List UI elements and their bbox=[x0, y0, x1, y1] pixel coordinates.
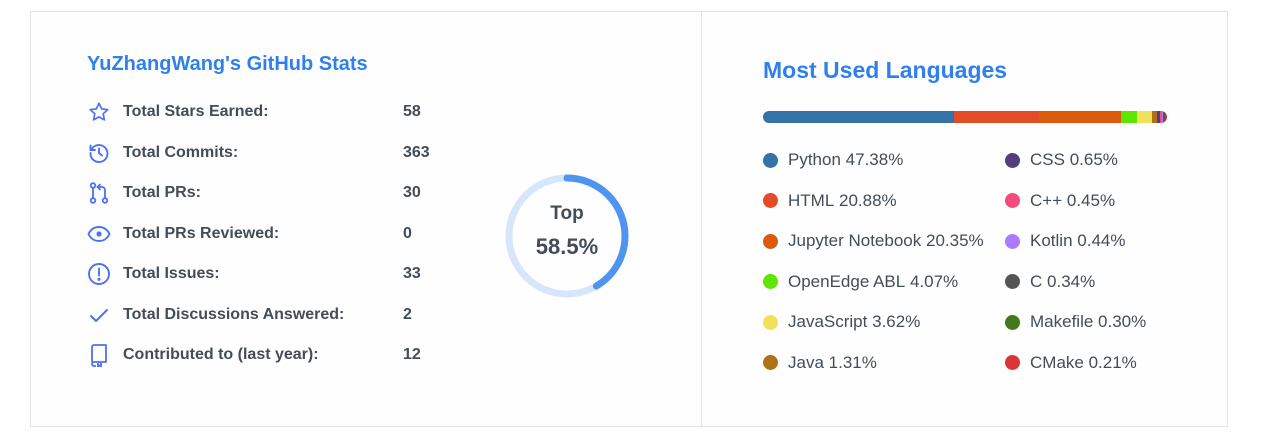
language-color-dot bbox=[1005, 152, 1020, 168]
language-legend-item: OpenEdge ABL 4.07% bbox=[763, 272, 958, 292]
language-legend-item: C++ 0.45% bbox=[1005, 191, 1115, 211]
language-color-dot bbox=[763, 314, 778, 330]
language-color-dot bbox=[1005, 274, 1020, 289]
repo-icon bbox=[87, 343, 111, 367]
rank-circle: Top 58.5% bbox=[503, 172, 631, 300]
language-percent: 1.31% bbox=[828, 352, 877, 372]
stat-row-stars: Total Stars Earned: 58 bbox=[87, 99, 421, 125]
language-color-dot bbox=[1005, 314, 1020, 330]
stat-label: Total PRs Reviewed: bbox=[123, 225, 280, 242]
language-color-dot bbox=[763, 193, 778, 208]
eye-icon bbox=[87, 222, 111, 246]
language-legend-item: Jupyter Notebook 20.35% bbox=[763, 231, 984, 251]
language-legend-item: HTML 20.88% bbox=[763, 191, 897, 211]
language-percent: 0.45% bbox=[1066, 190, 1116, 210]
language-color-dot bbox=[1005, 233, 1020, 249]
language-legend-item: C 0.34% bbox=[1005, 272, 1095, 292]
stat-value: 2 bbox=[403, 306, 412, 323]
language-legend-item: Java 1.31% bbox=[763, 353, 877, 373]
language-bar-segment bbox=[1152, 111, 1158, 123]
language-color-dot bbox=[763, 233, 778, 249]
language-percent: 0.21% bbox=[1088, 352, 1137, 372]
language-name: C++ bbox=[1030, 190, 1063, 210]
issue-icon bbox=[87, 262, 111, 286]
language-color-dot bbox=[1005, 355, 1020, 370]
language-legend-item: Kotlin 0.44% bbox=[1005, 231, 1125, 251]
stat-row-issues: Total Issues: 33 bbox=[87, 261, 421, 287]
language-color-dot bbox=[1005, 193, 1020, 208]
language-legend-item: Python 47.38% bbox=[763, 150, 903, 170]
stat-row-commits: Total Commits: 363 bbox=[87, 140, 430, 166]
language-bar-segment bbox=[763, 111, 955, 123]
language-legend-item: JavaScript 3.62% bbox=[763, 312, 920, 332]
language-name: HTML bbox=[788, 190, 835, 210]
language-percent: 20.88% bbox=[839, 190, 897, 210]
language-name: JavaScript bbox=[788, 312, 868, 331]
stat-row-prs: Total PRs: 30 bbox=[87, 180, 421, 206]
language-name: CMake bbox=[1030, 352, 1084, 372]
stat-row-contributed: Contributed to (last year): 12 bbox=[87, 342, 421, 368]
language-name: C bbox=[1030, 271, 1043, 291]
language-percent: 3.62% bbox=[872, 312, 921, 331]
language-percent: 20.35% bbox=[925, 231, 984, 250]
stat-label: Contributed to (last year): bbox=[123, 346, 319, 363]
language-bar-segment bbox=[1038, 111, 1121, 123]
language-bar-segment bbox=[1166, 111, 1167, 123]
language-bar-segment bbox=[1157, 111, 1160, 123]
rank-progress-ring bbox=[505, 174, 629, 298]
stat-label: Total Discussions Answered: bbox=[123, 306, 345, 323]
language-name: Kotlin bbox=[1030, 231, 1073, 250]
stat-value: 0 bbox=[403, 225, 412, 242]
language-name: Python bbox=[788, 150, 841, 169]
language-percent: 0.34% bbox=[1047, 271, 1096, 291]
language-legend-item: CSS 0.65% bbox=[1005, 150, 1118, 170]
language-name: OpenEdge ABL bbox=[788, 271, 906, 291]
stat-row-prs-reviewed: Total PRs Reviewed: 0 bbox=[87, 221, 412, 247]
github-stats-card: YuZhangWang's GitHub Stats Total Stars E… bbox=[30, 11, 702, 427]
stat-value: 33 bbox=[403, 265, 421, 282]
language-bar-segment bbox=[1164, 111, 1167, 123]
rank-label: Top bbox=[550, 203, 584, 224]
language-name: CSS bbox=[1030, 150, 1065, 169]
languages-title: Most Used Languages bbox=[763, 57, 1008, 83]
language-bar-segment bbox=[1161, 111, 1164, 123]
languages-card: Most Used Languages Python 47.38% HTML 20… bbox=[701, 11, 1228, 427]
stat-value: 363 bbox=[403, 144, 430, 161]
stat-label: Total Issues: bbox=[123, 265, 220, 282]
language-bar-segment bbox=[1159, 111, 1162, 123]
language-legend-item: Makefile 0.30% bbox=[1005, 312, 1146, 332]
stat-row-discussions: Total Discussions Answered: 2 bbox=[87, 302, 412, 328]
rank-value: 58.5% bbox=[535, 234, 599, 259]
language-percent: 47.38% bbox=[845, 150, 904, 169]
language-name: Makefile bbox=[1030, 312, 1094, 331]
language-bar-segment bbox=[1120, 111, 1138, 123]
stat-label: Total Stars Earned: bbox=[123, 103, 269, 120]
language-color-dot bbox=[763, 355, 778, 370]
language-percent: 4.07% bbox=[909, 271, 959, 291]
language-bar-segment bbox=[954, 111, 1039, 123]
history-icon bbox=[87, 141, 111, 165]
stat-label: Total PRs: bbox=[123, 184, 201, 201]
language-legend-item: CMake 0.21% bbox=[1005, 353, 1137, 373]
stat-label: Total Commits: bbox=[123, 144, 239, 161]
language-percent: 0.44% bbox=[1077, 231, 1126, 250]
language-percent: 0.30% bbox=[1098, 312, 1147, 331]
language-progress-bar bbox=[763, 111, 1167, 123]
language-bar-segment bbox=[1137, 111, 1152, 123]
star-icon bbox=[87, 100, 111, 124]
stat-value: 12 bbox=[403, 346, 421, 363]
stats-title: YuZhangWang's GitHub Stats bbox=[87, 53, 368, 75]
language-name: Java bbox=[788, 352, 824, 372]
language-color-dot bbox=[763, 274, 778, 289]
stat-value: 58 bbox=[403, 103, 421, 120]
language-bar-segment bbox=[1163, 111, 1165, 123]
check-icon bbox=[87, 303, 111, 327]
language-color-dot bbox=[763, 152, 778, 168]
language-percent: 0.65% bbox=[1069, 150, 1118, 169]
pull-request-icon bbox=[87, 181, 111, 205]
language-name: Jupyter Notebook bbox=[788, 231, 922, 250]
stat-value: 30 bbox=[403, 184, 421, 201]
